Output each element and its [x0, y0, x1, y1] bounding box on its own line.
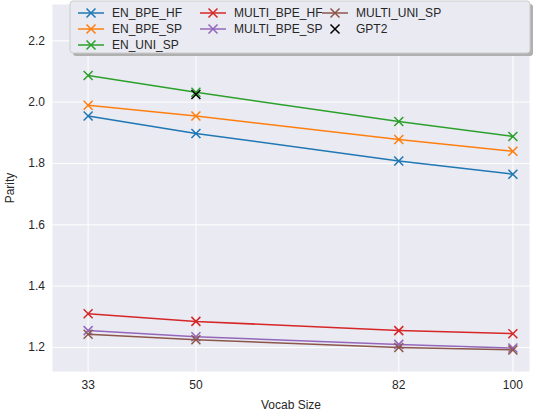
grid-line	[52, 102, 530, 103]
series-line	[88, 314, 513, 334]
line-point	[394, 117, 403, 126]
grid-line	[52, 347, 530, 348]
grid-line	[512, 4, 513, 372]
plot-area	[52, 4, 530, 372]
x-tick-label: 100	[503, 378, 523, 392]
legend-label: EN_UNI_SP	[112, 38, 179, 52]
legend-label: EN_BPE_SP	[112, 22, 182, 36]
line-point	[84, 71, 93, 80]
legend-label: MULTI_BPE_SP	[234, 22, 322, 36]
y-tick-label: 1.4	[28, 279, 45, 293]
line-point	[191, 335, 200, 344]
legend: EN_BPE_HF EN_BPE_SP EN_UNI_SP MULTI_BPE_HF M…	[70, 1, 533, 56]
x-tick-label: 50	[189, 378, 203, 392]
line-point	[508, 344, 517, 353]
line-point	[84, 330, 93, 339]
legend-marker	[331, 9, 340, 18]
grid-line	[52, 163, 530, 164]
y-tick-label: 2.2	[28, 34, 45, 48]
line-point	[508, 345, 517, 354]
legend-marker	[87, 25, 96, 34]
line-point	[394, 157, 403, 166]
line-point	[394, 135, 403, 144]
x-axis-label: Vocab Size	[261, 398, 321, 412]
series-line	[88, 331, 513, 348]
line-point	[508, 147, 517, 156]
x-tick-label: 82	[392, 378, 406, 392]
y-axis-label: Parity	[3, 173, 17, 204]
y-tick-label: 2.0	[28, 95, 45, 109]
legend-marker	[331, 25, 340, 34]
line-point	[84, 101, 93, 110]
line-point	[508, 170, 517, 179]
line-point	[394, 343, 403, 352]
line-point	[508, 329, 517, 338]
line-point	[84, 309, 93, 318]
grid-line	[52, 286, 530, 287]
legend-marker	[87, 41, 96, 50]
line-point	[508, 132, 517, 141]
series-group	[84, 71, 518, 354]
legend-label: MULTI_BPE_HF	[234, 6, 322, 20]
x-tick-label: 33	[81, 378, 95, 392]
scatter-point	[191, 90, 200, 99]
line-point	[84, 111, 93, 120]
grid-line	[88, 4, 89, 372]
legend-box	[70, 1, 530, 53]
legend-marker	[87, 9, 96, 18]
legend-label: EN_BPE_HF	[112, 6, 182, 20]
y-tick-label: 1.2	[28, 340, 45, 354]
grid-line	[195, 4, 196, 372]
y-tick-label: 1.6	[28, 218, 45, 232]
line-point	[394, 326, 403, 335]
plot-frame	[52, 4, 530, 372]
legend-label: GPT2	[356, 22, 388, 36]
chart: 1.2 1.4 1.6 1.8 2.0 2.2 33 50 82 100 Vocab Size Par…	[0, 0, 536, 416]
legend-marker	[209, 25, 218, 34]
legend-label: MULTI_UNI_SP	[356, 6, 441, 20]
series-line	[88, 75, 513, 136]
series-line	[88, 334, 513, 350]
line-point	[191, 317, 200, 326]
y-tick-label: 1.8	[28, 156, 45, 170]
grid-line	[398, 4, 399, 372]
line-point	[191, 129, 200, 138]
line-point	[191, 111, 200, 120]
grid-line	[52, 224, 530, 225]
legend-marker	[209, 9, 218, 18]
